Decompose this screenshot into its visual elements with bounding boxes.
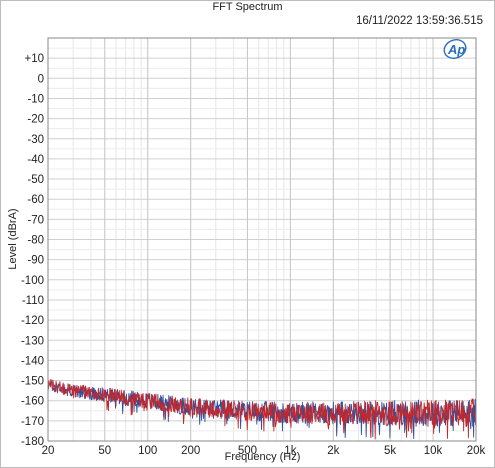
grid [47,38,477,442]
y-tick-label: -50 [27,174,44,186]
series-layer [47,379,477,440]
x-tick-labels: 20 50 100 200 500 1k 2k 5k 10k 20k [42,445,486,457]
y-tick-label: -170 [21,416,44,428]
x-axis-label: Frequency (Hz) [224,451,301,463]
y-tick-label: -70 [27,214,44,226]
y-tick-label: -100 [21,275,44,287]
x-tick-label: 20k [467,445,486,457]
plot-border [47,37,477,442]
y-tick-label: -80 [27,235,44,247]
y-tick-label: -10 [27,93,44,105]
y-tick-labels: +10 0 -10 -20 -30 -40 -50 -60 -70 -80 -90 -100 -110 -… [21,53,44,448]
y-tick-label: -60 [27,194,44,206]
x-tick-label: 500 [238,445,257,457]
y-tick-label: -30 [27,134,44,146]
y-tick-label: -90 [27,255,44,267]
x-tick-label: 5k [384,445,396,457]
y-tick-label: -40 [27,154,44,166]
y-tick-label: -180 [21,436,44,448]
ap-logo-text: Ap [447,42,465,57]
x-tick-label: 50 [98,445,111,457]
x-tick-label: 200 [181,445,200,457]
y-tick-label: -140 [21,355,44,367]
spectrum-trace-2 [47,379,477,440]
y-tick-label: +10 [24,53,44,65]
y-tick-label: -150 [21,376,44,388]
chart-title: FFT Spectrum [212,1,283,13]
x-tick-label: 20 [42,445,55,457]
ap-logo-icon: Ap [443,39,467,59]
y-tick-label: 0 [38,73,44,85]
y-tick-label: -160 [21,396,44,408]
y-tick-label: -120 [21,315,44,327]
measurement-timestamp: 16/11/2022 13:59:36.515 [355,15,483,27]
y-tick-label: -110 [22,295,44,307]
x-tick-label: 10k [424,445,443,457]
y-tick-label: -130 [21,335,44,347]
y-tick-label: -20 [27,114,44,126]
x-tick-label: 1k [284,445,296,457]
spectrum-trace-1 [47,379,477,440]
x-tick-label: 2k [327,445,339,457]
x-tick-label: 100 [138,445,157,457]
